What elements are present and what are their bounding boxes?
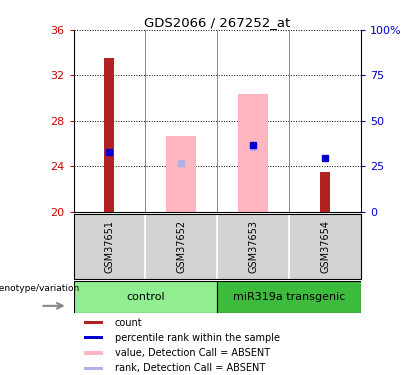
Text: count: count bbox=[115, 318, 142, 327]
Text: genotype/variation: genotype/variation bbox=[0, 284, 80, 293]
Bar bbox=[84, 321, 103, 324]
Title: GDS2066 / 267252_at: GDS2066 / 267252_at bbox=[144, 16, 291, 29]
Bar bbox=[166, 136, 197, 212]
Text: control: control bbox=[126, 292, 165, 302]
Bar bbox=[105, 58, 115, 212]
Bar bbox=[84, 336, 103, 339]
Text: GSM37654: GSM37654 bbox=[320, 220, 330, 273]
Text: miR319a transgenic: miR319a transgenic bbox=[233, 292, 346, 302]
Bar bbox=[238, 94, 268, 212]
Text: rank, Detection Call = ABSENT: rank, Detection Call = ABSENT bbox=[115, 363, 265, 374]
Bar bbox=[84, 367, 103, 370]
Text: GSM37653: GSM37653 bbox=[248, 220, 258, 273]
Text: GSM37652: GSM37652 bbox=[176, 220, 186, 273]
Bar bbox=[74, 281, 218, 313]
Text: GSM37651: GSM37651 bbox=[105, 220, 115, 273]
Text: percentile rank within the sample: percentile rank within the sample bbox=[115, 333, 280, 343]
Bar bbox=[84, 351, 103, 355]
Text: value, Detection Call = ABSENT: value, Detection Call = ABSENT bbox=[115, 348, 270, 358]
Bar bbox=[218, 281, 361, 313]
Bar bbox=[320, 172, 330, 212]
